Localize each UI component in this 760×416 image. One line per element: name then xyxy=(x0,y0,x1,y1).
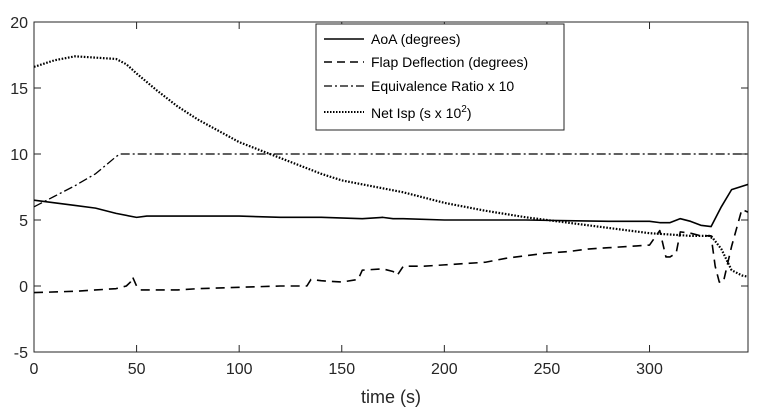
x-tick-label: 300 xyxy=(636,361,663,378)
y-tick-label: 0 xyxy=(19,279,28,296)
legend-label-isp: Net Isp (s x 102) xyxy=(371,104,472,121)
y-tick-label: 5 xyxy=(19,213,28,230)
legend-label-aoa: AoA (degrees) xyxy=(371,31,461,47)
y-tick-label: 15 xyxy=(10,81,28,98)
legend: AoA (degrees) Flap Deflection (degrees) … xyxy=(315,23,565,131)
series-line-flap-deflection xyxy=(34,208,748,294)
series-line-aoa xyxy=(34,183,748,228)
x-tick-label: 100 xyxy=(226,361,253,378)
y-tick-label: 10 xyxy=(10,147,28,164)
legend-label-isp-main: Net Isp (s x 10 xyxy=(371,105,461,121)
legend-label-equivalence: Equivalence Ratio x 10 xyxy=(371,78,514,94)
x-tick-label: 50 xyxy=(128,361,146,378)
legend-label-isp-suffix: ) xyxy=(467,105,472,121)
y-tick-label: -5 xyxy=(14,345,28,362)
x-tick-label: 200 xyxy=(431,361,458,378)
x-tick-label: 0 xyxy=(30,361,39,378)
x-axis-title: time (s) xyxy=(361,387,421,407)
series-layer xyxy=(34,55,748,294)
y-tick-label: 20 xyxy=(10,15,28,32)
legend-label-flap: Flap Deflection (degrees) xyxy=(371,54,528,70)
series-line-equivalence-ratio xyxy=(34,153,748,208)
legend-label-isp-superscript: 2 xyxy=(461,104,467,115)
series-line-net-isp xyxy=(34,55,748,278)
x-tick-label: 250 xyxy=(534,361,561,378)
x-tick-label: 150 xyxy=(328,361,355,378)
